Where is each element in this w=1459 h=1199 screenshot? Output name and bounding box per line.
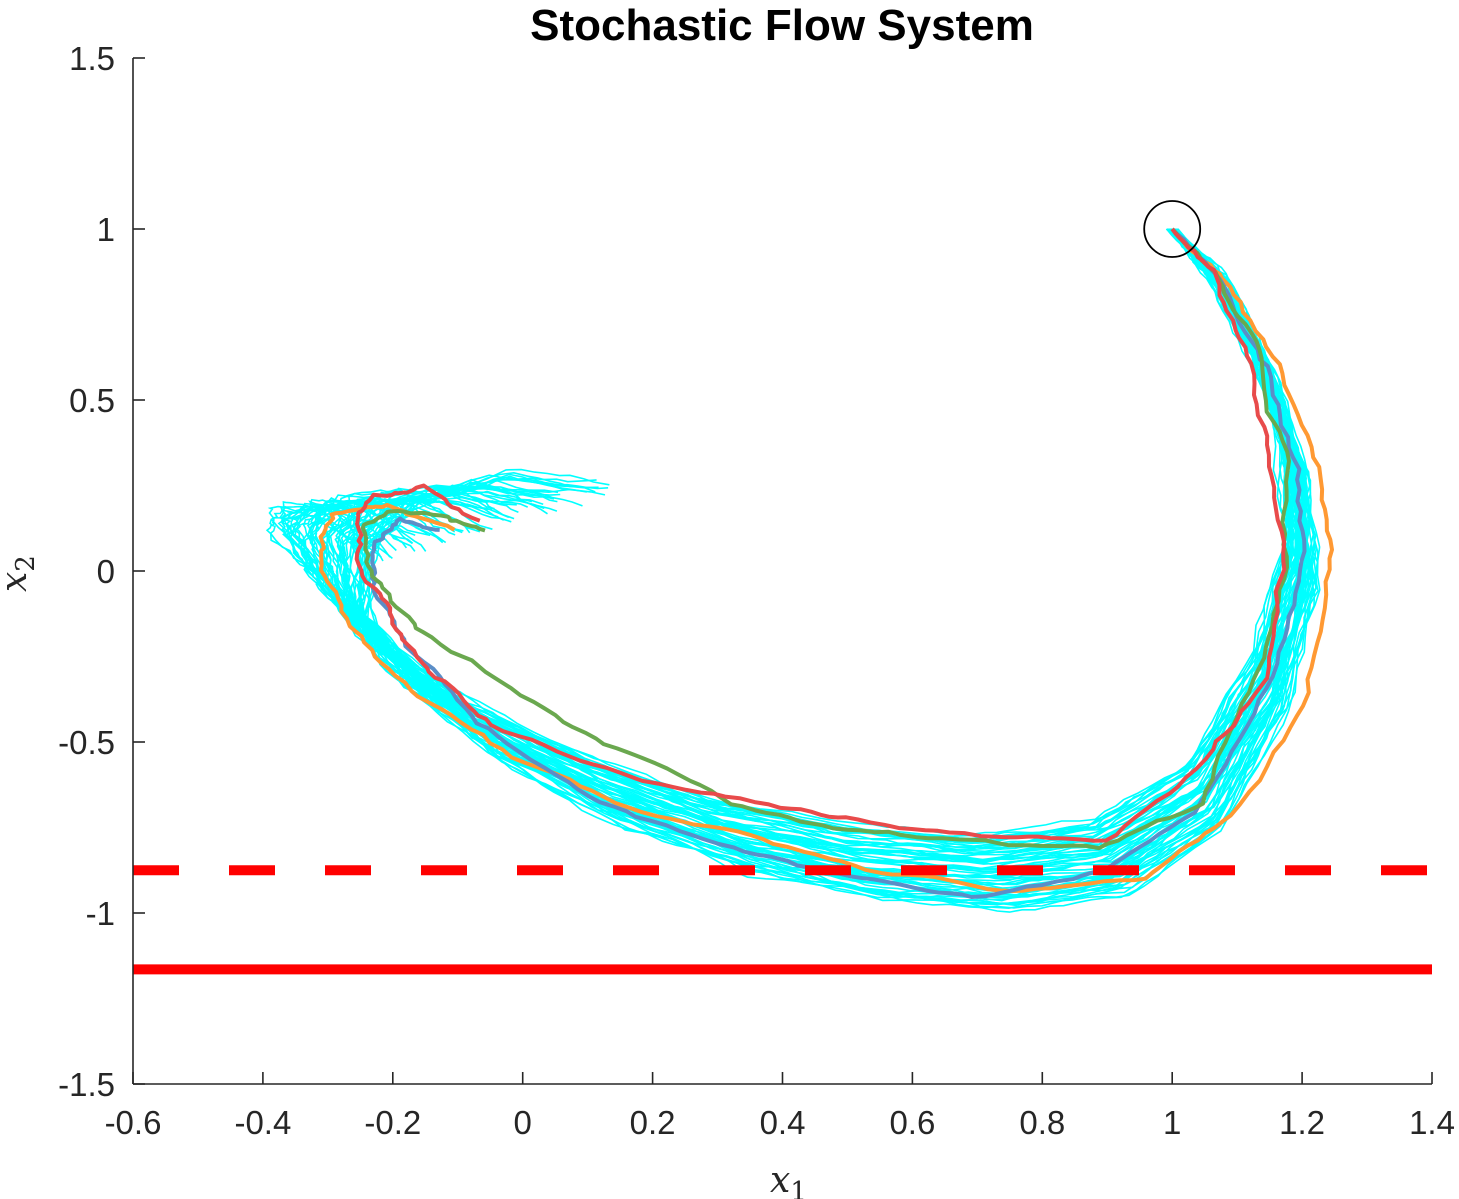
y-tick-label: 0.5 xyxy=(69,382,115,419)
bundle-trajectory xyxy=(334,228,1305,878)
bundle-trajectory xyxy=(307,228,1300,862)
y-tick-label: 1 xyxy=(97,211,115,248)
bundle-trajectory xyxy=(366,228,1319,909)
bundle-trajectory xyxy=(341,228,1311,886)
start-circle-marker xyxy=(1143,200,1202,258)
bundle-trajectory xyxy=(309,228,1303,864)
y-tick-label: -1 xyxy=(86,895,115,932)
y-tick-label: -1.5 xyxy=(58,1066,115,1103)
bundle-trajectory xyxy=(295,228,1305,851)
bundle-trajectory xyxy=(349,228,1305,890)
reference-lines xyxy=(133,865,1432,975)
bundle-trajectory xyxy=(306,228,1296,863)
x-tick-label: -0.6 xyxy=(105,1104,162,1141)
bundle-trajectory xyxy=(290,228,1291,848)
bundle-trajectory xyxy=(281,228,1292,838)
x-tick-label: 1 xyxy=(1163,1104,1181,1141)
y-tick-label: 0 xyxy=(97,553,115,590)
series-line-4 xyxy=(354,227,1287,843)
series-line-1 xyxy=(318,227,1334,893)
bundle-trajectory xyxy=(329,228,1308,871)
y-axis-label: x2 xyxy=(0,555,41,592)
bundle-trajectory xyxy=(277,228,1287,849)
x-tick-label: 0.2 xyxy=(630,1104,676,1141)
bundle-trajectory xyxy=(314,228,1297,853)
bundle-trajectory xyxy=(357,228,1308,910)
x-axis-label: x1 xyxy=(770,1160,807,1199)
bundle-trajectory xyxy=(337,228,1313,881)
bundle-trajectory xyxy=(265,228,1293,836)
x-tick-label: 0.6 xyxy=(889,1104,935,1141)
bundle-trajectory xyxy=(300,228,1300,857)
bundle-trajectory xyxy=(309,228,1306,870)
bundle-trajectory xyxy=(328,228,1304,874)
bundle-trajectory xyxy=(361,228,1314,902)
axes: -0.6 -0.4 -0.2 0 0.2 0.4 0.6 0.8 1 1.2 1.4 1.5 1 0.5 0… xyxy=(58,40,1455,1141)
bundle-trajectory xyxy=(304,228,1305,865)
y-tick-label: -0.5 xyxy=(58,724,115,761)
start-marker-layer xyxy=(1143,200,1202,258)
y-tick-label: 1.5 xyxy=(69,40,115,77)
bundle-trajectory xyxy=(302,228,1294,852)
bundle-trajectory xyxy=(351,228,1307,892)
x-tick-label: -0.2 xyxy=(364,1104,421,1141)
bundle-trajectory xyxy=(308,228,1305,865)
series-layer xyxy=(318,227,1334,899)
x-tick-label: -0.4 xyxy=(234,1104,291,1141)
chart-title: Stochastic Flow System xyxy=(530,1,1034,50)
bundle-trajectory xyxy=(290,228,1299,850)
series-line-3 xyxy=(360,227,1291,851)
bundle-trajectory xyxy=(340,228,1311,886)
bundle-trajectory xyxy=(320,228,1297,863)
plot-area xyxy=(133,200,1432,975)
x-tick-label: 0 xyxy=(514,1104,532,1141)
bundle-trajectory xyxy=(311,228,1300,862)
bundle-trajectory xyxy=(345,228,1312,889)
bundle-trajectory xyxy=(360,228,1315,905)
bundle-trajectory xyxy=(314,228,1301,861)
x-tick-label: 1.4 xyxy=(1409,1104,1455,1141)
bundle-trajectory xyxy=(325,228,1303,877)
bundle-trajectory xyxy=(325,228,1307,873)
x-tick-label: 0.8 xyxy=(1019,1104,1065,1141)
x-tick-label: 0.4 xyxy=(760,1104,806,1141)
bundle-trajectory xyxy=(319,228,1302,872)
x-tick-label: 1.2 xyxy=(1279,1104,1325,1141)
bundle-trajectory xyxy=(327,228,1300,870)
